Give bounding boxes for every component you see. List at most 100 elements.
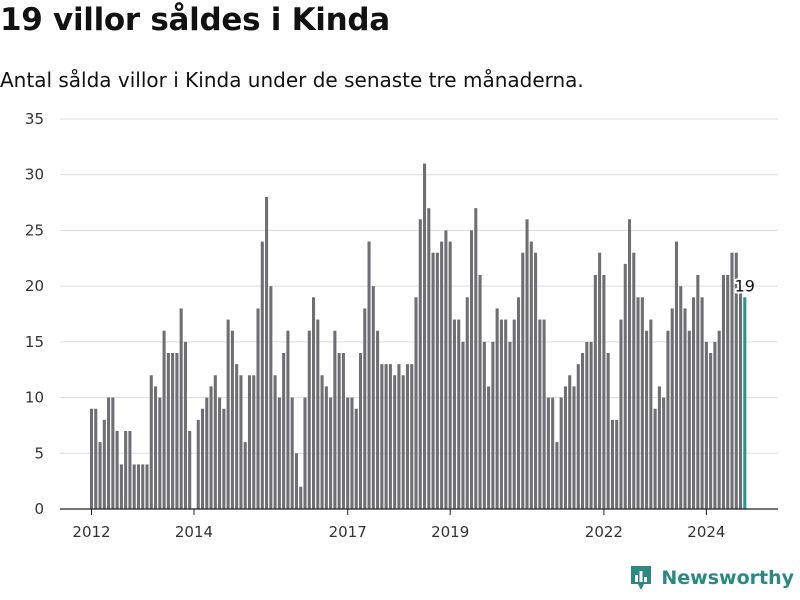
bar: [662, 397, 666, 509]
bar: [376, 330, 380, 509]
bar: [401, 375, 405, 509]
bar: [657, 386, 661, 509]
bar: [730, 252, 734, 509]
bar: [431, 252, 435, 509]
bar: [111, 397, 115, 509]
bar: [128, 431, 132, 509]
bar: [222, 408, 226, 509]
bar: [499, 319, 503, 509]
bar: [175, 353, 179, 509]
y-tick-label: 20: [25, 277, 44, 295]
bar: [709, 353, 713, 509]
bar: [649, 319, 653, 509]
bar: [674, 241, 679, 509]
value-label-halo: 19: [735, 276, 755, 295]
bar: [341, 353, 345, 509]
bar: [700, 297, 704, 509]
bar: [388, 364, 392, 509]
bar: [205, 397, 209, 509]
bar: [474, 208, 478, 509]
bar: [277, 397, 281, 509]
bar: [568, 375, 572, 509]
bar: [640, 297, 644, 509]
newsworthy-logo: Newsworthy: [629, 564, 794, 592]
bar: [623, 263, 627, 509]
bar: [350, 397, 354, 509]
chart-subtitle: Antal sålda villor i Kinda under de sena…: [0, 68, 584, 92]
bar: [265, 197, 269, 509]
x-tick-label: 2019: [431, 523, 469, 541]
bar: [555, 442, 559, 509]
bar: [179, 308, 183, 509]
bar: [469, 230, 474, 509]
bar: [294, 453, 298, 509]
bar: [546, 397, 550, 509]
bar: [551, 397, 555, 509]
x-tick-label: 2022: [585, 523, 623, 541]
bar: [713, 341, 717, 509]
bar: [559, 397, 563, 509]
bar: [324, 386, 328, 509]
bar: [115, 431, 119, 509]
bar: [329, 397, 333, 509]
bar: [102, 419, 106, 509]
bar: [312, 297, 316, 509]
y-tick-label: 30: [25, 166, 44, 184]
bar: [239, 375, 243, 509]
bar: [273, 375, 277, 509]
bar: [290, 397, 294, 509]
bar: [154, 386, 158, 509]
bar: [384, 364, 388, 509]
bar: [141, 464, 145, 509]
bar: [124, 431, 128, 509]
bar: [521, 252, 525, 509]
bar: [423, 163, 427, 509]
bar: [739, 286, 743, 509]
x-tick-label: 2017: [329, 523, 367, 541]
bar: [491, 341, 495, 509]
bar: [670, 308, 674, 509]
bar: [303, 397, 307, 509]
bar: [196, 419, 200, 509]
bar: [158, 397, 162, 509]
bar: [98, 442, 102, 509]
bar: [525, 219, 529, 510]
bar: [721, 275, 725, 509]
bar: [354, 408, 358, 509]
chart-title: 19 villor såldes i Kinda: [0, 2, 390, 38]
bar: [363, 308, 367, 509]
bar: [166, 353, 170, 509]
bar: [256, 308, 260, 509]
y-tick-label: 10: [25, 389, 44, 407]
bar: [440, 241, 444, 509]
bar: [316, 319, 320, 509]
bar: [307, 330, 311, 509]
bar: [495, 308, 499, 509]
x-tick-label: 2024: [687, 523, 725, 541]
bar: [346, 397, 350, 509]
bar: [598, 252, 602, 509]
bar: [516, 297, 521, 509]
bar: [645, 330, 649, 509]
x-tick-label: 2014: [175, 523, 213, 541]
bar: [653, 408, 657, 509]
bar: [734, 252, 738, 509]
bar: [452, 319, 456, 509]
bar: [692, 297, 696, 509]
bar: [581, 353, 585, 509]
y-tick-label: 0: [34, 500, 44, 518]
bar: [666, 330, 670, 509]
bar: [512, 319, 516, 509]
bar: [149, 375, 153, 509]
bar: [282, 353, 286, 509]
bar: [200, 408, 205, 509]
bar: [320, 375, 324, 509]
bar: [418, 219, 422, 510]
bar: [397, 364, 401, 509]
y-tick-label: 25: [25, 221, 44, 239]
bar: [563, 386, 567, 509]
bar: [414, 297, 418, 509]
bar: [585, 341, 589, 509]
bar: [636, 297, 640, 509]
bar: [367, 241, 371, 509]
